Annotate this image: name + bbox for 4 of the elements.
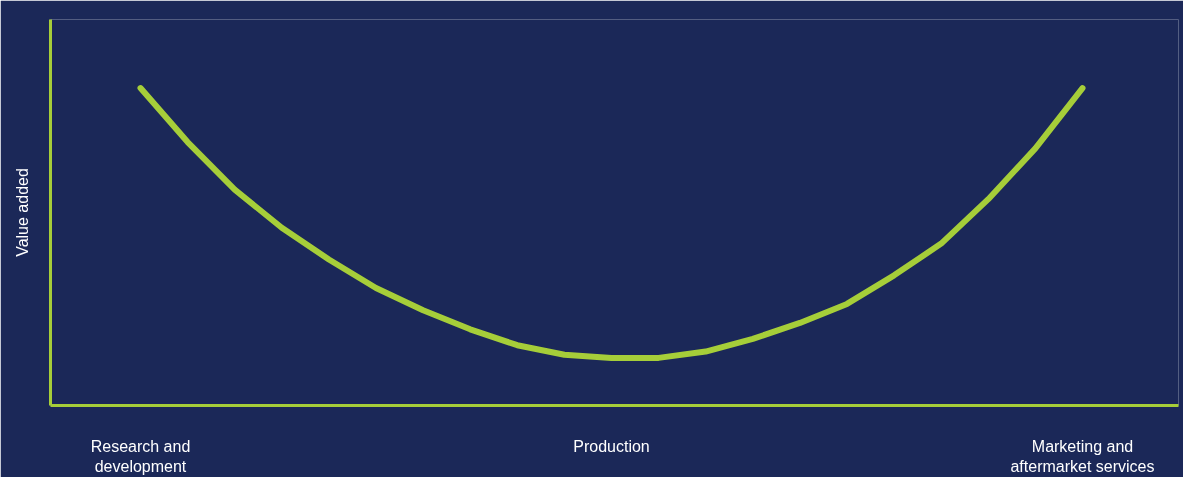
x-tick-label: Marketing and aftermarket services	[1010, 437, 1155, 475]
y-axis-title: Value added	[13, 168, 31, 257]
x-tick-label: Research and development	[90, 437, 191, 475]
x-tick-label: Production	[573, 437, 650, 455]
